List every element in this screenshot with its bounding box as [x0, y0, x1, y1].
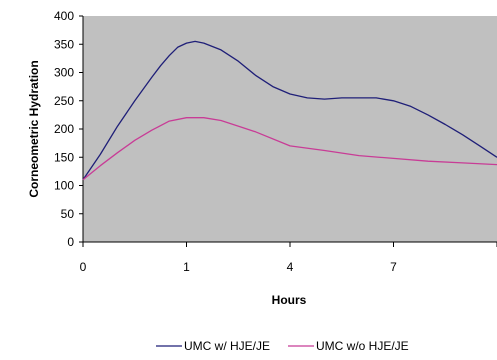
y-tick-label: 200 — [54, 122, 74, 136]
plot-area — [83, 16, 497, 242]
y-axis-title: Corneometric Hydration — [27, 60, 41, 197]
series-line-1 — [82, 40, 497, 181]
y-tick-label: 300 — [54, 66, 74, 80]
y-tick-label: 150 — [54, 150, 74, 164]
x-tick-label: 0 — [80, 260, 87, 274]
x-axis-title: Hours — [272, 293, 307, 307]
x-tick-label: 1 — [183, 260, 190, 274]
y-tick-label: 250 — [54, 94, 74, 108]
legend-label-1: UMC w/ HJE/JE — [184, 339, 270, 353]
y-tick-label: 350 — [54, 37, 74, 51]
legend-label-2: UMC w/o HJE/JE — [316, 339, 409, 353]
axis-ticks: 0 50 100 150 200 250 300 350 400 0 1 4 7 — [54, 9, 497, 274]
y-tick-label: 400 — [54, 9, 74, 23]
y-tick-label: 50 — [61, 207, 75, 221]
series-lines — [82, 40, 497, 181]
series-line-2 — [82, 117, 497, 181]
x-tick-label: 4 — [287, 260, 294, 274]
x-tick-label: 7 — [390, 260, 397, 274]
y-tick-label: 100 — [54, 179, 74, 193]
legend: UMC w/ HJE/JE UMC w/o HJE/JE — [156, 339, 409, 353]
y-tick-label: 0 — [67, 235, 74, 249]
